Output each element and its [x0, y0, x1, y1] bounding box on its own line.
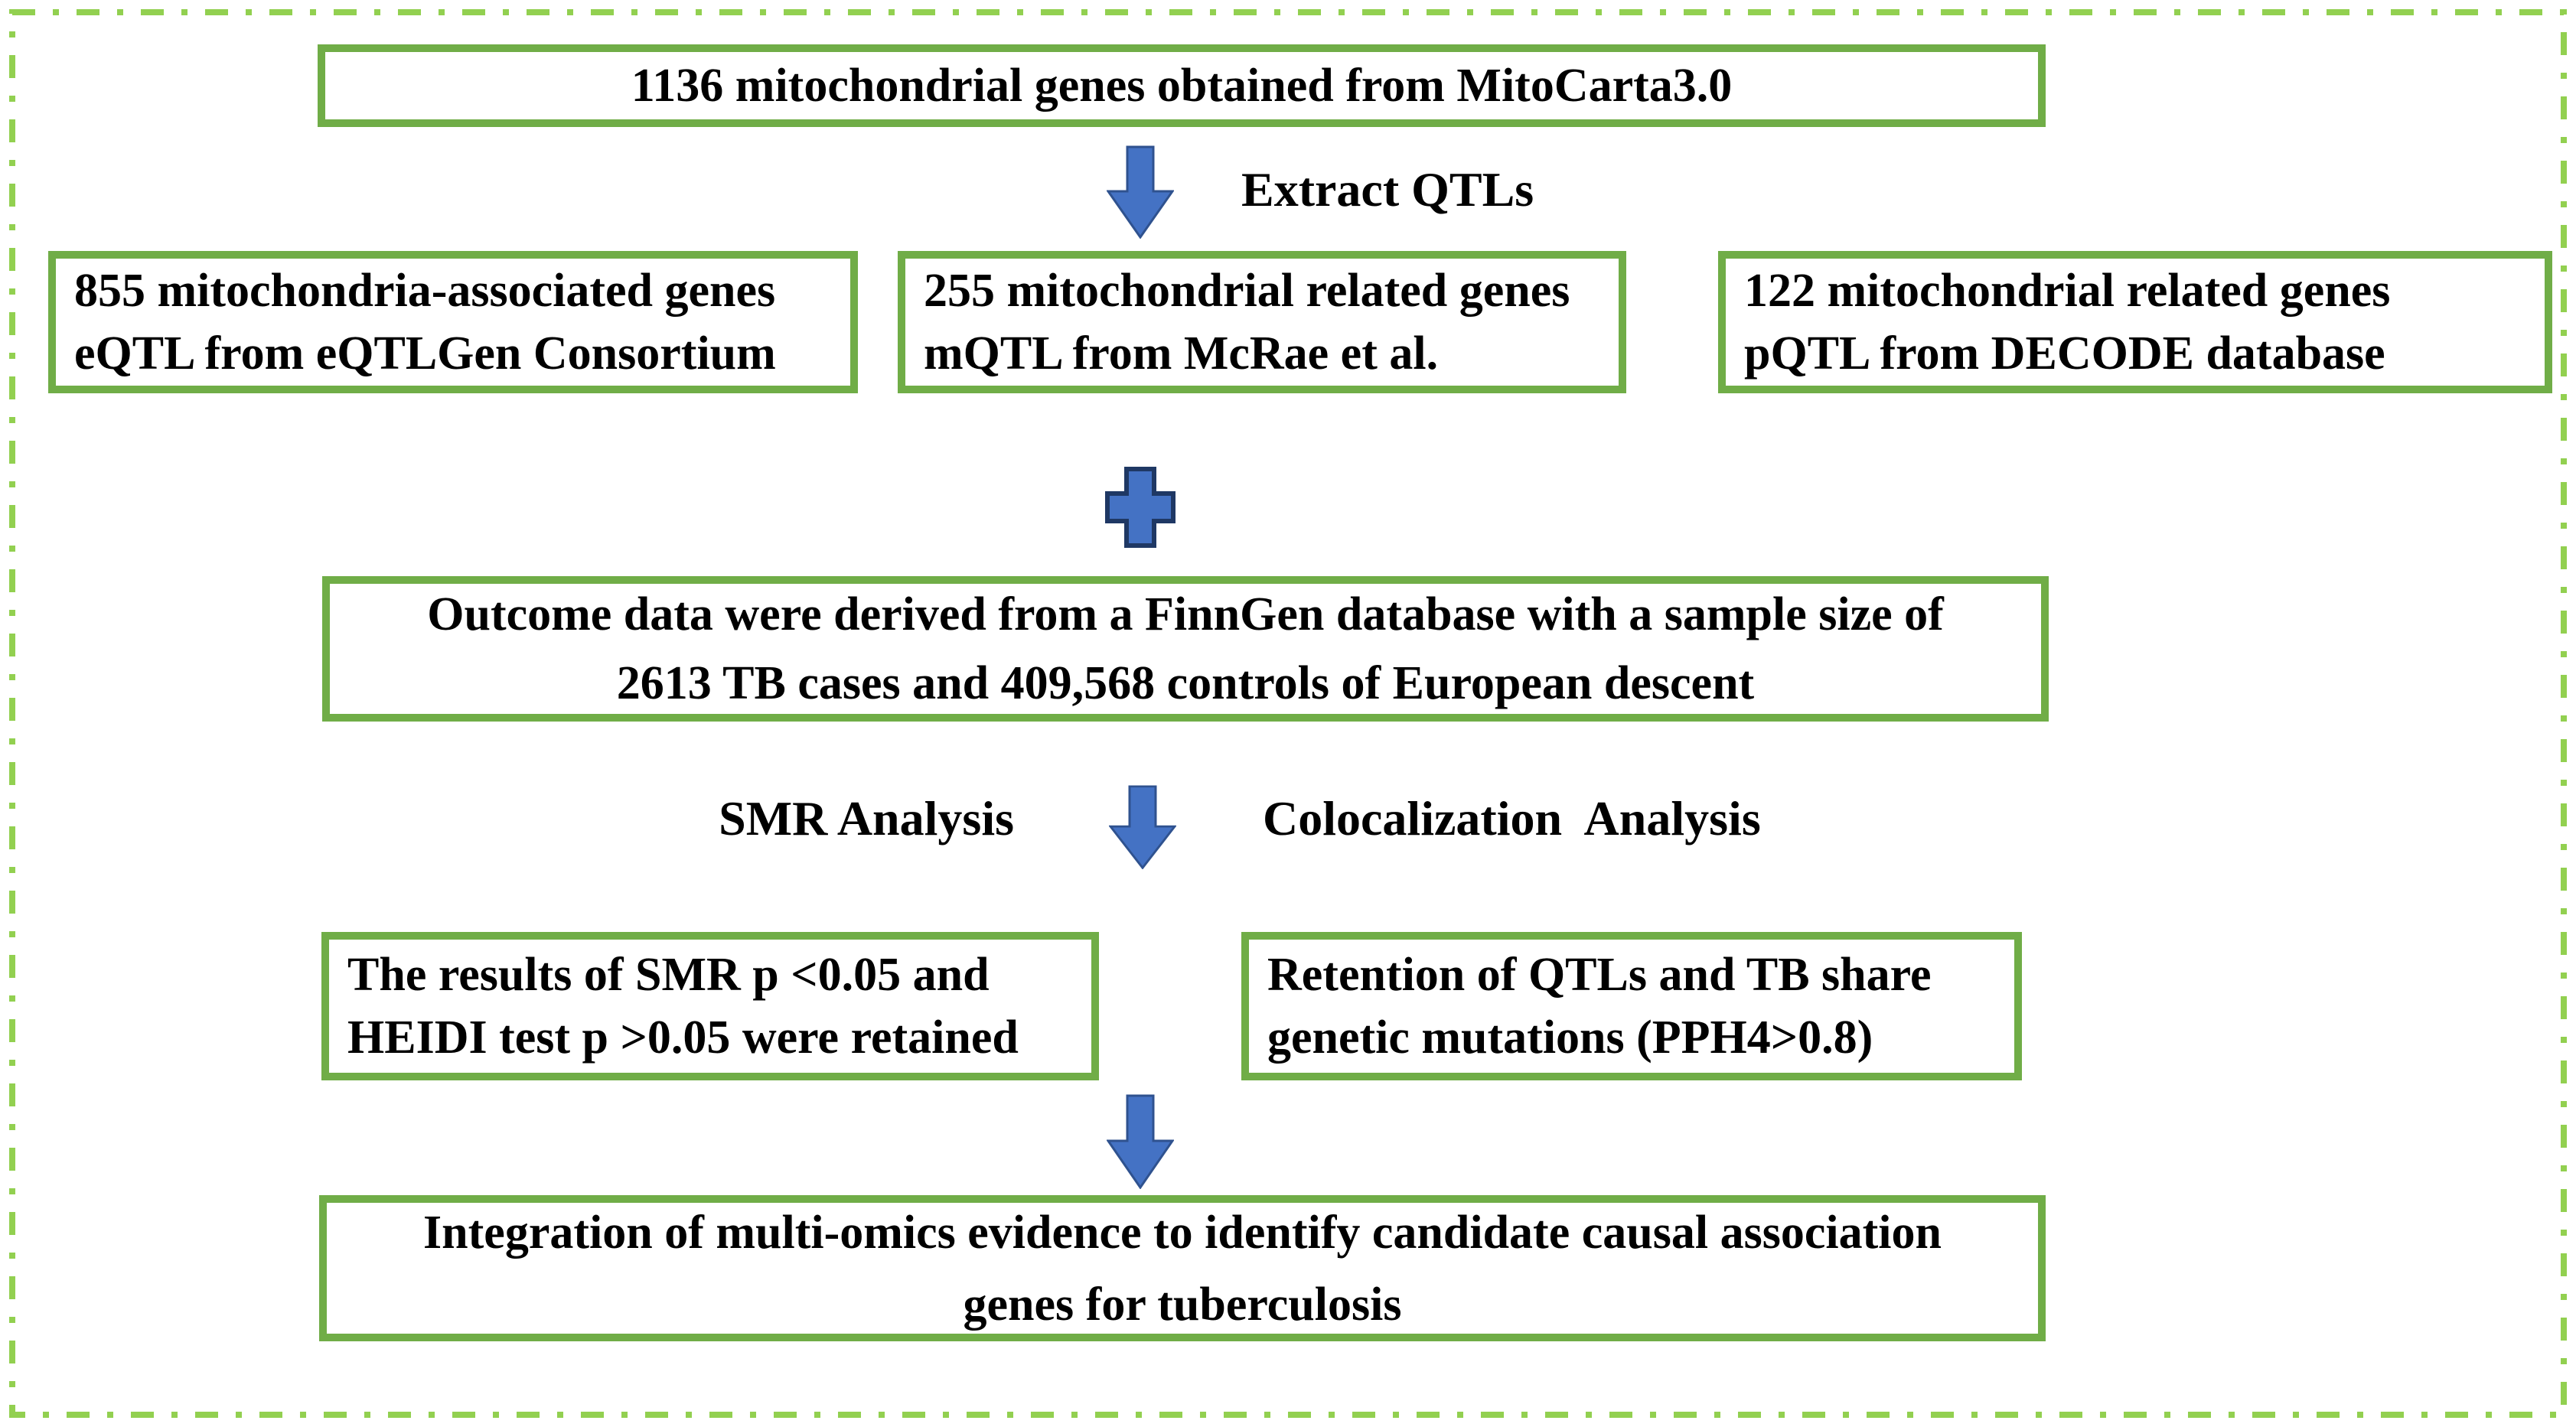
extract-qtls-label: Extract QTLs: [1241, 162, 1534, 217]
colocalization-analysis-label: Colocalization Analysis: [1263, 791, 1761, 845]
box-line: genes for tuberculosis: [963, 1278, 1402, 1331]
box-line: eQTL from eQTLGen Consortium: [74, 327, 776, 380]
box-line: Retention of QTLs and TB share: [1267, 949, 1932, 1001]
down-arrow-icon: [1107, 1094, 1174, 1189]
box-line: mQTL from McRae et al.: [924, 327, 1439, 380]
box-line: genetic mutations (PPH4>0.8): [1267, 1012, 1873, 1064]
box-line: 255 mitochondrial related genes: [924, 265, 1570, 317]
box-line: 1136 mitochondrial genes obtained from M…: [631, 60, 1733, 112]
box-line: 855 mitochondria-associated genes: [74, 265, 776, 317]
pqtl-source-box: 122 mitochondrial related genes pQTL fro…: [1718, 251, 2552, 393]
integration-box: Integration of multi-omics evidence to i…: [319, 1195, 2046, 1341]
smr-filter-box: The results of SMR p <0.05 and HEIDI tes…: [321, 932, 1099, 1080]
down-arrow-icon: [1107, 145, 1174, 239]
box-line: The results of SMR p <0.05 and: [347, 949, 990, 1001]
mqtl-source-box: 255 mitochondrial related genes mQTL fro…: [898, 251, 1626, 393]
box-line: pQTL from DECODE database: [1744, 327, 2385, 380]
eqtl-source-box: 855 mitochondria-associated genes eQTL f…: [48, 251, 858, 393]
box-line: 122 mitochondrial related genes: [1744, 265, 2391, 317]
plus-icon: [1105, 467, 1176, 548]
down-arrow-icon: [1109, 785, 1176, 869]
box-line: Integration of multi-omics evidence to i…: [423, 1206, 1942, 1259]
box-line: 2613 TB cases and 409,568 controls of Eu…: [616, 657, 1755, 709]
coloc-filter-box: Retention of QTLs and TB share genetic m…: [1241, 932, 2022, 1080]
mitocarta-box: 1136 mitochondrial genes obtained from M…: [318, 44, 2046, 127]
outcome-box: Outcome data were derived from a FinnGen…: [322, 576, 2049, 722]
smr-analysis-label: SMR Analysis: [719, 791, 1014, 845]
box-line: Outcome data were derived from a FinnGen…: [427, 588, 1944, 640]
box-line: HEIDI test p >0.05 were retained: [347, 1012, 1019, 1064]
